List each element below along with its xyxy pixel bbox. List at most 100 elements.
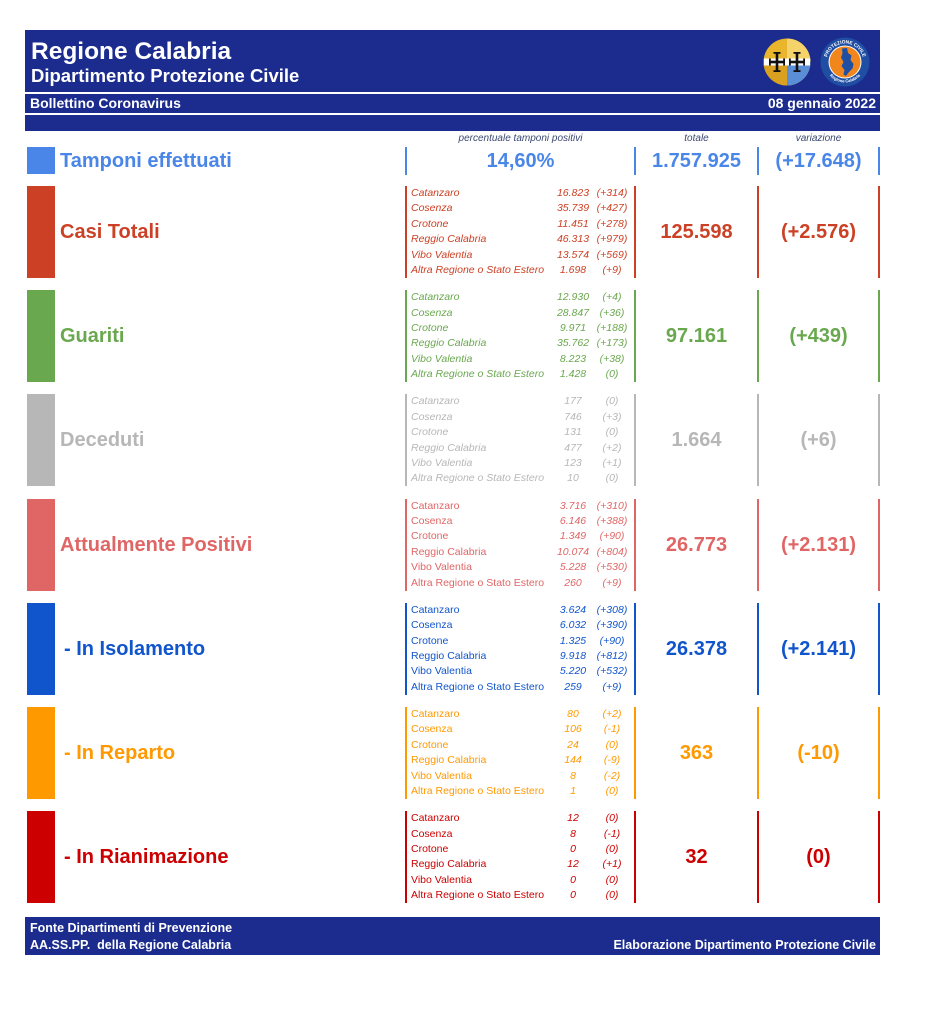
- province-value: 12: [567, 812, 579, 825]
- province-name: Altra Regione o Stato Estero: [411, 784, 545, 797]
- category-change: (-10): [759, 706, 880, 799]
- province-breakdown: Catanzaro 12.930 (+4) Cosenza 28.847 (+36) Cro…: [405, 290, 636, 383]
- category-label: Guariti: [60, 325, 125, 348]
- province-change: (+1): [602, 456, 622, 469]
- category-color-bar: [27, 706, 55, 799]
- province-name: Crotone: [411, 738, 449, 751]
- province-line: Catanzaro 16.823 (+314): [407, 186, 634, 201]
- header-band: Regione Calabria Dipartimento Protezione…: [25, 30, 880, 92]
- swabs-label: Tamponi effettuati: [60, 150, 232, 172]
- category-label: Casi Totali: [60, 221, 160, 243]
- province-name: Cosenza: [411, 306, 453, 319]
- province-change: (+308): [596, 603, 628, 616]
- category-color-bar: [27, 290, 55, 383]
- province-line: Reggio Calabria 9.918 (+812): [407, 649, 634, 664]
- province-name: Altra Regione o Stato Estero: [411, 889, 545, 902]
- category-row-guariti: Guariti Catanzaro 12.930 (+4) Cosenza 28.847 (…: [0, 290, 929, 383]
- province-name: Cosenza: [411, 202, 453, 215]
- page-subtitle: Dipartimento Protezione Civile: [31, 65, 300, 86]
- province-name: Reggio Calabria: [411, 233, 487, 246]
- province-value: 1.349: [559, 530, 587, 543]
- province-line: Catanzaro 12 (0): [407, 811, 634, 826]
- category-color-bar: [27, 186, 55, 278]
- footer-band: Fonte Dipartimenti di Prevenzione AA.SS.…: [25, 917, 880, 955]
- category-change: (+2.131): [759, 498, 880, 591]
- province-value: 8.223: [559, 352, 587, 365]
- province-name: Vibo Valentia: [411, 248, 473, 261]
- province-change: (+388): [596, 514, 628, 527]
- province-value: 8: [570, 769, 576, 782]
- province-breakdown: Catanzaro 3.716 (+310) Cosenza 6.146 (+388) Cr…: [405, 498, 636, 591]
- province-change: (+532): [596, 665, 628, 678]
- province-name: Altra Regione o Stato Estero: [411, 472, 545, 485]
- province-line: Vibo Valentia 5.220 (+532): [407, 664, 634, 679]
- province-value: 6.032: [559, 619, 587, 632]
- province-breakdown: Catanzaro 80 (+2) Cosenza 106 (-1) Crotone 24 (0…: [405, 706, 636, 799]
- swabs-percent-positive: 14,60%: [405, 147, 636, 175]
- province-name: Cosenza: [411, 514, 453, 527]
- province-value: 0: [570, 873, 576, 886]
- province-name: Crotone: [411, 321, 449, 334]
- province-value: 12: [567, 858, 579, 871]
- civil-protection-logo-icon: PROTEZIONE CIVILE Regione Calabria: [820, 37, 870, 87]
- column-header-total: totale: [684, 133, 709, 144]
- province-name: Altra Regione o Stato Estero: [411, 368, 545, 381]
- province-change: (+1): [602, 858, 622, 871]
- category-color-bar: [27, 498, 55, 591]
- province-change: (0): [605, 812, 619, 825]
- province-value: 1.698: [559, 263, 587, 276]
- province-value: 123: [564, 456, 582, 469]
- category-table: Casi Totali Catanzaro 16.823 (+314) Cosenza 3…: [0, 186, 929, 904]
- province-value: 0: [570, 889, 576, 902]
- province-change: (0): [605, 784, 619, 797]
- province-line: Altra Regione o Stato Estero 1.698 (+9): [407, 263, 634, 278]
- province-change: (+2): [602, 707, 622, 720]
- province-value: 1: [570, 784, 576, 797]
- calabria-map-icon: [841, 48, 854, 76]
- province-line: Cosenza 746 (+3): [407, 410, 634, 425]
- category-total: 26.773: [636, 498, 759, 591]
- province-change: (0): [605, 738, 619, 751]
- swabs-color-square: [27, 147, 55, 174]
- province-line: Catanzaro 80 (+2): [407, 707, 634, 722]
- province-value: 46.313: [556, 233, 590, 246]
- province-value: 260: [564, 576, 582, 589]
- province-line: Reggio Calabria 12 (+1): [407, 857, 634, 872]
- category-change: (+6): [759, 394, 880, 487]
- province-line: Crotone 1.325 (+90): [407, 634, 634, 649]
- footer-source-line-2: AA.SS.PP. della Regione Calabria: [30, 938, 232, 952]
- category-change: (+439): [759, 290, 880, 383]
- province-value: 106: [564, 723, 582, 736]
- province-line: Altra Regione o Stato Estero 1.428 (0): [407, 367, 634, 382]
- province-change: (0): [605, 889, 619, 902]
- province-line: Crotone 1.349 (+90): [407, 529, 634, 544]
- province-name: Reggio Calabria: [411, 441, 487, 454]
- province-name: Catanzaro: [411, 499, 460, 512]
- province-change: (0): [605, 368, 619, 381]
- province-name: Crotone: [411, 634, 449, 647]
- province-name: Cosenza: [411, 723, 453, 736]
- province-name: Vibo Valentia: [411, 561, 472, 574]
- swabs-row: Tamponi effettuati 14,60% 1.757.925 (+17…: [0, 147, 929, 175]
- category-change: (+2.141): [759, 602, 880, 695]
- province-value: 16.823: [556, 187, 590, 199]
- category-total: 363: [636, 706, 759, 799]
- province-value: 0: [570, 842, 576, 855]
- province-line: Cosenza 8 (-1): [407, 827, 634, 842]
- column-header-percent-positive: percentuale tamponi positivi: [458, 133, 583, 144]
- province-value: 477: [564, 441, 582, 454]
- province-change: (0): [605, 472, 619, 485]
- province-name: Catanzaro: [411, 707, 460, 720]
- province-line: Crotone 0 (0): [407, 842, 634, 857]
- province-change: (+530): [596, 561, 628, 574]
- province-line: Reggio Calabria 477 (+2): [407, 441, 634, 456]
- province-name: Catanzaro: [411, 291, 460, 304]
- province-line: Vibo Valentia 0 (0): [407, 873, 634, 888]
- bulletin-label: Bollettino Coronavirus: [30, 95, 181, 111]
- province-change: (+188): [596, 321, 628, 334]
- province-name: Crotone: [411, 842, 449, 855]
- province-change: (+310): [596, 499, 628, 512]
- province-value: 3.624: [559, 603, 587, 616]
- province-change: (+278): [596, 217, 628, 230]
- category-label: Attualmente Positivi: [60, 533, 253, 556]
